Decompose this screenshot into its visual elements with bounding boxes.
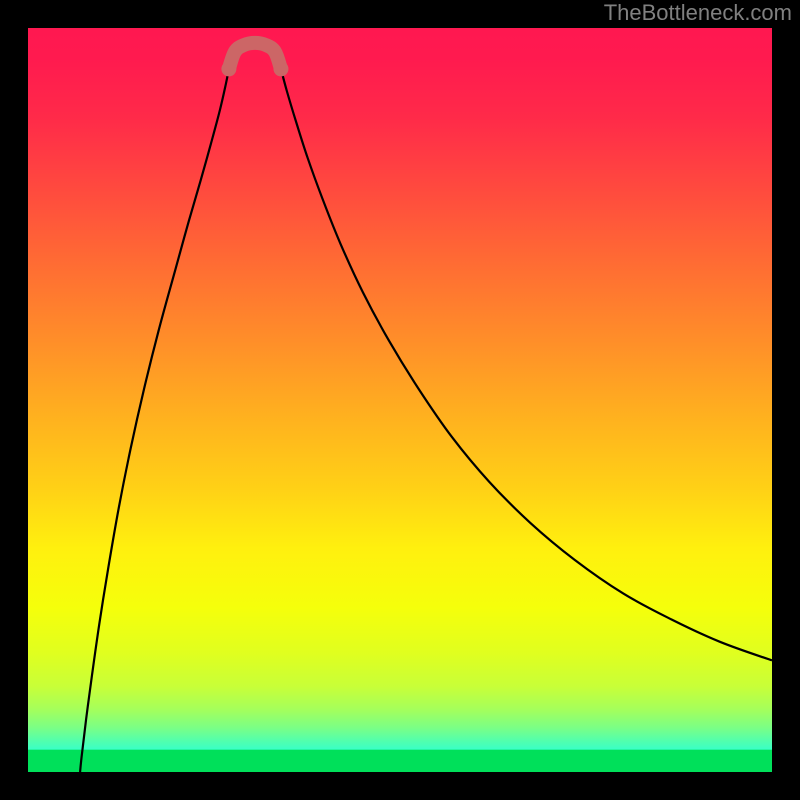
- green-bottom-band: [28, 750, 772, 772]
- watermark-text: TheBottleneck.com: [604, 0, 792, 26]
- valley-dot: [221, 61, 236, 76]
- bottleneck-chart: [28, 28, 772, 772]
- chart-background: [28, 28, 772, 772]
- valley-dot: [273, 61, 288, 76]
